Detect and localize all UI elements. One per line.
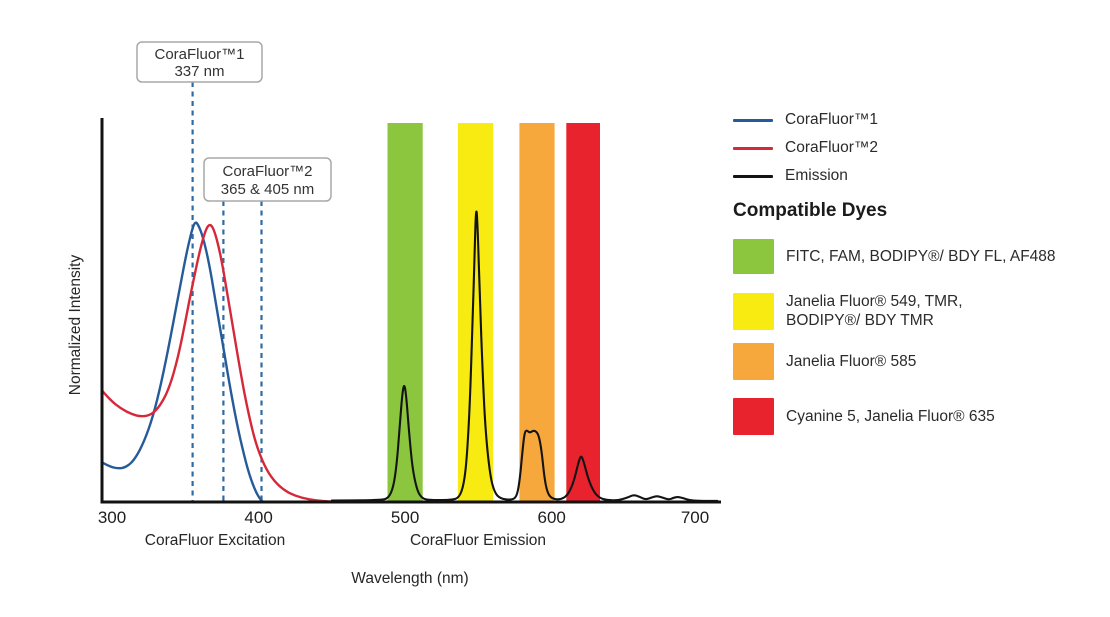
legend-line-red-icon [733,146,773,150]
guide-lines [191,82,263,502]
right-panel: CoraFluor™1 CoraFluor™2 Emission Compati… [733,0,1110,612]
red-swatch-icon [733,398,774,435]
spectrum-curve [100,223,341,504]
dye-label: Janelia Fluor® 549, TMR, BODIPY®/ BDY TM… [786,293,963,330]
spectra-chart: 300 400 500 600 700 CoraFluor Excitation… [67,41,721,587]
x-tick-300: 300 [98,508,126,527]
spectrum-curve [330,210,719,502]
legend-label: Emission [785,167,848,184]
excitation-section-label: CoraFluor Excitation [145,532,285,549]
emission-section-label: CoraFluor Emission [410,532,546,549]
legend-item-emission: Emission [733,162,878,190]
legend: CoraFluor™1 CoraFluor™2 Emission [733,106,878,190]
green-swatch-icon [733,239,774,274]
legend-line-black-icon [733,174,773,178]
dye-label: FITC, FAM, BODIPY®/ BDY FL, AF488 [786,247,1056,265]
filter-band [387,123,423,502]
filter-band [519,123,555,502]
x-tick-700: 700 [681,508,709,527]
x-tick-600: 600 [538,508,566,527]
compatible-dyes-heading: Compatible Dyes [733,200,888,221]
dye-row-yellow: Janelia Fluor® 549, TMR, BODIPY®/ BDY TM… [733,292,963,331]
y-axis-label: Normalized Intensity [67,255,84,396]
callout2-title: CoraFluor™2 [222,163,312,180]
dye-row-red: Cyanine 5, Janelia Fluor® 635 [733,398,995,435]
filter-band [566,123,600,502]
legend-item-corafluor1: CoraFluor™1 [733,106,878,134]
dye-row-orange: Janelia Fluor® 585 [733,343,916,380]
legend-item-corafluor2: CoraFluor™2 [733,134,878,162]
legend-label: CoraFluor™1 [785,111,879,128]
filter-bands [387,123,600,502]
dye-row-green: FITC, FAM, BODIPY®/ BDY FL, AF488 [733,239,1056,274]
dye-label: Janelia Fluor® 585 [786,352,917,370]
callout1-title: CoraFluor™1 [154,46,244,63]
dye-label: Cyanine 5, Janelia Fluor® 635 [786,407,995,425]
orange-swatch-icon [733,343,774,380]
legend-line-blue-icon [733,118,773,122]
callout1-value: 337 nm [174,63,224,80]
callout-corafluor1: CoraFluor™1 337 nm [136,41,263,83]
x-tick-500: 500 [391,508,419,527]
spectrum-curves [100,210,719,504]
spectrum-curve [100,221,265,504]
callout-corafluor2: CoraFluor™2 365 & 405 nm [203,157,332,202]
x-axis-label: Wavelength (nm) [351,570,468,587]
legend-label: CoraFluor™2 [785,139,879,156]
yellow-swatch-icon [733,292,774,330]
x-tick-400: 400 [244,508,272,527]
callout2-value: 365 & 405 nm [221,181,314,198]
